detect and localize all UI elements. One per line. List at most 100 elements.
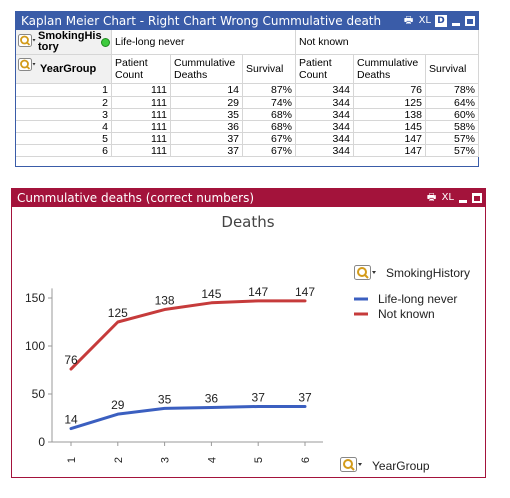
data-label: 76 — [64, 353, 78, 367]
x-tick-label: 5 — [253, 457, 265, 463]
row-header-year-group[interactable]: 6 — [16, 145, 112, 157]
table-cell: 111 — [112, 145, 171, 157]
data-label: 35 — [158, 392, 172, 406]
table-cell: 37 — [171, 145, 243, 157]
data-label: 37 — [252, 390, 266, 404]
table-cell: 111 — [112, 121, 171, 133]
legend-item-label[interactable]: Life-long never — [378, 292, 457, 306]
maximize-icon[interactable] — [465, 16, 475, 26]
table-cell: 74% — [243, 97, 296, 109]
table-window-title: Kaplan Meier Chart - Right Chart Wrong C… — [21, 14, 382, 28]
table-cell: 344 — [296, 97, 354, 109]
table-cell: 111 — [112, 84, 171, 97]
chart-window-controls: 🖶 XL — [426, 189, 482, 207]
data-label: 147 — [295, 285, 315, 299]
legend-item-label[interactable]: Not known — [378, 307, 435, 321]
table-cell: 67% — [243, 145, 296, 157]
search-lens-icon[interactable] — [18, 34, 36, 47]
table-cell: 57% — [426, 145, 479, 157]
row-header-year-group[interactable]: 3 — [16, 109, 112, 121]
table-cell: 36 — [171, 121, 243, 133]
table-cell: 29 — [171, 97, 243, 109]
group-header-not-known[interactable]: Not known — [296, 30, 479, 55]
chart-window-header[interactable]: Cummulative deaths (correct numbers) 🖶 X… — [12, 189, 485, 207]
table-cell: 344 — [296, 121, 354, 133]
detach-icon[interactable]: D — [435, 15, 447, 27]
table-cell: 147 — [354, 133, 426, 145]
chart-window[interactable]: Cummulative deaths (correct numbers) 🖶 X… — [11, 188, 486, 478]
y-tick-label: 150 — [25, 291, 45, 305]
table-window-header[interactable]: Kaplan Meier Chart - Right Chart Wrong C… — [16, 12, 478, 30]
maximize-icon[interactable] — [472, 193, 482, 203]
column-header[interactable]: Patient Count — [112, 55, 171, 84]
row-header-year-group[interactable]: 4 — [16, 121, 112, 133]
table-cell: 68% — [243, 121, 296, 133]
data-label: 36 — [205, 391, 219, 405]
data-label: 29 — [111, 398, 125, 412]
table-cell: 37 — [171, 133, 243, 145]
table-window[interactable]: Kaplan Meier Chart - Right Chart Wrong C… — [15, 11, 479, 167]
print-icon[interactable]: 🖶 — [426, 192, 437, 203]
x-dimension-label: YearGroup — [372, 459, 430, 473]
table-cell: 68% — [243, 109, 296, 121]
table-cell: 147 — [354, 145, 426, 157]
year-group-dimension[interactable]: YearGroup — [16, 55, 112, 84]
column-header[interactable]: Cummulative Deaths — [171, 55, 243, 84]
minimize-icon[interactable] — [458, 191, 468, 205]
table-cell: 60% — [426, 109, 479, 121]
x-tick-label: 2 — [113, 457, 125, 463]
year-group-label: YearGroup — [40, 63, 97, 75]
table-cell: 344 — [296, 109, 354, 121]
row-header-year-group[interactable]: 2 — [16, 97, 112, 109]
search-lens-icon[interactable] — [18, 58, 36, 71]
data-label: 37 — [298, 390, 312, 404]
table-cell: 57% — [426, 133, 479, 145]
smoking-history-label: SmokingHistory — [38, 30, 102, 53]
table-cell: 344 — [296, 145, 354, 157]
series-line-life-long-never[interactable] — [69, 404, 307, 431]
send-to-excel-icon[interactable]: XL — [441, 192, 454, 203]
table-cell: 344 — [296, 84, 354, 97]
data-label: 125 — [108, 306, 128, 320]
data-label: 14 — [64, 413, 78, 427]
minimize-icon[interactable] — [451, 14, 461, 28]
series-line-not-known[interactable] — [69, 299, 307, 371]
row-header-year-group[interactable]: 1 — [16, 84, 112, 97]
column-header[interactable]: Cummulative Deaths — [354, 55, 426, 84]
legend-search-lens-icon[interactable] — [354, 265, 377, 280]
table-cell: 145 — [354, 121, 426, 133]
table-cell: 344 — [296, 133, 354, 145]
table-cell: 111 — [112, 109, 171, 121]
table-window-controls: 🖶 XL D — [403, 12, 475, 30]
table-cell: 76 — [354, 84, 426, 97]
x-tick-label: 3 — [160, 457, 172, 463]
chart-title: Deaths — [221, 213, 274, 231]
data-label: 147 — [248, 285, 268, 299]
table-cell: 111 — [112, 133, 171, 145]
table-cell: 14 — [171, 84, 243, 97]
selection-status-icon — [101, 38, 110, 47]
line-chart: Deaths 0 50 100 150 1 2 3 4 5 6 14 29 35 36 37 37 76 125 13… — [25, 213, 470, 473]
x-tick-label: 4 — [206, 457, 218, 463]
table-cell: 125 — [354, 97, 426, 109]
row-header-year-group[interactable]: 5 — [16, 133, 112, 145]
send-to-excel-icon[interactable]: XL — [418, 15, 431, 26]
column-header[interactable]: Patient Count — [296, 55, 354, 84]
data-label: 145 — [201, 287, 221, 301]
legend-title: SmokingHistory — [386, 266, 470, 280]
group-header-life-long-never[interactable]: Life-long never — [112, 30, 296, 55]
x-tick-label: 6 — [300, 457, 312, 463]
table-cell: 58% — [426, 121, 479, 133]
column-header[interactable]: Survival — [426, 55, 479, 84]
print-icon[interactable]: 🖶 — [403, 15, 414, 26]
y-tick-label: 50 — [32, 387, 46, 401]
x-tick-label: 1 — [66, 457, 78, 463]
data-label: 138 — [155, 294, 175, 308]
table-cell: 78% — [426, 84, 479, 97]
table-cell: 111 — [112, 97, 171, 109]
smoking-history-dimension[interactable]: SmokingHistory — [16, 30, 112, 55]
table-cell: 67% — [243, 133, 296, 145]
x-dimension-search-lens-icon[interactable] — [340, 457, 363, 472]
column-header[interactable]: Survival — [243, 55, 296, 84]
table-cell: 35 — [171, 109, 243, 121]
